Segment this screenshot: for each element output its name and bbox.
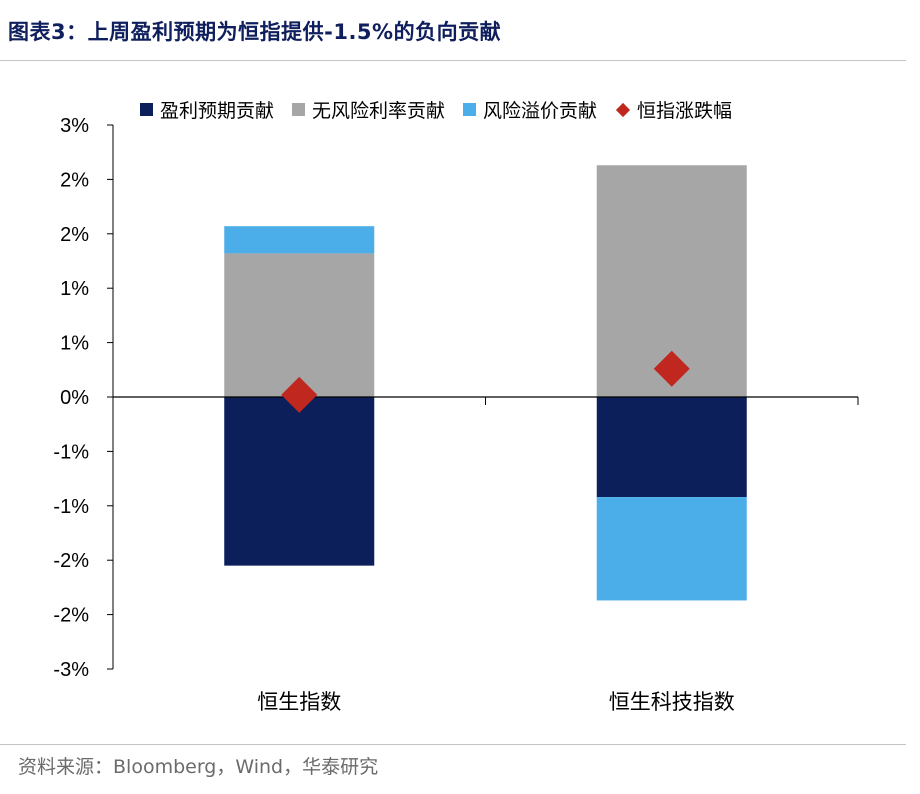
legend-label: 恒指涨跌幅 [637, 100, 733, 122]
y-tick-label: 3% [60, 115, 89, 137]
chart-title: 图表3：上周盈利预期为恒指提供-1.5%的负向贡献 [8, 20, 502, 44]
legend-swatch [140, 103, 153, 116]
y-tick-label: -1% [53, 441, 89, 463]
y-tick-label: 1% [60, 333, 89, 355]
x-category-label: 恒生科技指数 [609, 690, 735, 714]
legend-item: 无风险利率贡献 [292, 96, 445, 123]
y-tick-label: 0% [60, 387, 89, 409]
bar-segment [224, 226, 375, 254]
bar-segment [224, 397, 375, 566]
y-tick-label: -1% [53, 496, 89, 518]
x-category-label: 恒生指数 [257, 690, 341, 714]
legend-diamond-marker [615, 102, 631, 117]
legend-label: 盈利预期贡献 [160, 100, 275, 122]
y-tick-label: -2% [53, 550, 89, 572]
marker-point [653, 350, 690, 387]
y-tick-label: -2% [53, 605, 89, 627]
bar-segment [224, 253, 375, 397]
legend-swatch [292, 103, 306, 116]
legend-swatch [463, 103, 477, 116]
bar-segment [596, 497, 747, 601]
source-divider [0, 744, 906, 745]
chart-legend: 盈利预期贡献 无风险利率贡献 风险溢价贡献 恒指涨跌幅 [140, 96, 750, 123]
marker-point [281, 376, 318, 413]
title-divider [0, 60, 906, 61]
legend-label: 无风险利率贡献 [312, 100, 446, 122]
y-tick-label: 2% [60, 224, 89, 246]
y-tick-label: 1% [60, 278, 89, 300]
legend-item: 盈利预期贡献 [140, 96, 274, 123]
source-note: 资料来源：Bloomberg，Wind，华泰研究 [18, 756, 379, 778]
stacked-bar-chart: -3% -2% -2% -1% -1% 0% 1% 1% 2% 2% 3% 恒生指数 恒生科技指数 [53, 115, 859, 714]
legend-label: 风险溢价贡献 [483, 100, 598, 122]
bar-segment [596, 397, 747, 498]
legend-item: 风险溢价贡献 [463, 96, 597, 123]
y-tick-label: -3% [53, 659, 89, 681]
legend-item: 恒指涨跌幅 [615, 96, 732, 123]
y-tick-label: 2% [60, 169, 89, 191]
